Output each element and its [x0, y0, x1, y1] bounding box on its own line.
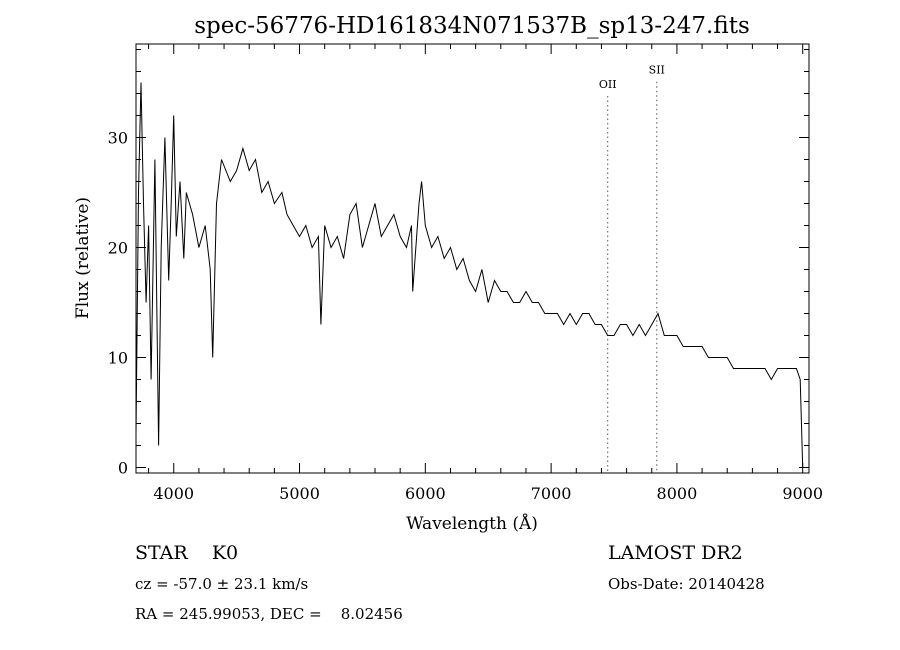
survey-name: LAMOST DR2 [608, 542, 743, 564]
annotations: OII SII [599, 64, 665, 473]
obs-date: Obs-Date: 20140428 [608, 575, 765, 593]
plot-frame [135, 43, 810, 474]
y-axis-label: Flux (relative) [73, 197, 93, 319]
line-marker-label: OII [599, 78, 617, 91]
coordinates: RA = 245.99053, DEC = 8.02456 [135, 605, 403, 623]
x-axis-label: Wavelength (Å) [406, 513, 538, 534]
y-tick-label: 10 [108, 349, 128, 368]
spectrum-line [135, 82, 804, 468]
x-tick-label: 8000 [657, 484, 698, 503]
x-tick-label: 5000 [279, 484, 320, 503]
axis-ticks: 4000 5000 6000 7000 8000 9000 0 10 20 30 [108, 44, 823, 503]
y-tick-label: 0 [118, 459, 128, 478]
x-tick-label: 4000 [153, 484, 194, 503]
y-tick-label: 20 [108, 239, 128, 258]
object-class: STAR K0 [135, 542, 239, 564]
x-tick-label: 9000 [782, 484, 823, 503]
y-tick-label: 30 [108, 129, 128, 148]
x-tick-label: 7000 [531, 484, 572, 503]
line-marker-label: SII [649, 64, 665, 77]
x-tick-label: 6000 [405, 484, 446, 503]
chart-title: spec-56776-HD161834N071537B_sp13-247.fit… [194, 13, 750, 39]
redshift-text: cz = -57.0 ± 23.1 km/s [135, 575, 309, 593]
